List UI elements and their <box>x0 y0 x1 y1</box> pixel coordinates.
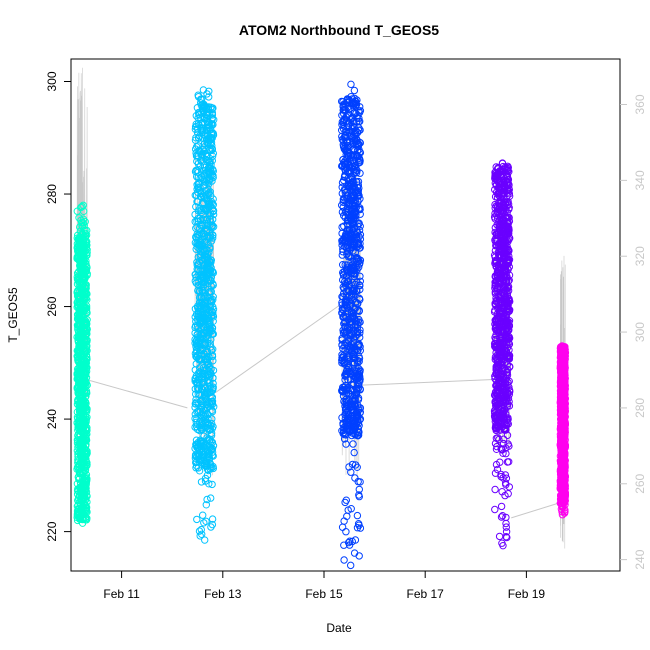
x-tick-label: Feb 19 <box>508 587 546 601</box>
data-point <box>78 222 87 231</box>
data-point <box>74 396 82 404</box>
data-point <box>74 364 83 373</box>
data-point <box>75 385 84 394</box>
data-point <box>74 356 82 365</box>
y-axis-label: T_GEOS5 <box>6 287 20 343</box>
secondary-connector-line <box>511 502 560 519</box>
y2-tick-label: 320 <box>633 246 647 266</box>
data-point <box>81 275 89 283</box>
x-tick-label: Feb 11 <box>103 587 140 601</box>
x-tick-label: Feb 15 <box>305 587 343 601</box>
y2-tick-label: 240 <box>633 549 647 569</box>
y2-tick-label: 280 <box>633 398 647 418</box>
secondary-connector-line <box>361 378 494 386</box>
data-point <box>74 231 82 240</box>
data-point <box>76 465 84 474</box>
y2-tick-label: 260 <box>633 473 647 493</box>
data-point <box>82 437 90 445</box>
x-tick-label: Feb 13 <box>204 587 242 601</box>
plot-area <box>73 67 570 570</box>
secondary-connector-line <box>214 305 340 394</box>
data-point <box>81 369 90 378</box>
data-point <box>78 202 86 211</box>
y-tick-label: 280 <box>45 184 59 204</box>
y-tick-label: 260 <box>45 296 59 316</box>
y2-tick-label: 360 <box>633 94 647 114</box>
data-point <box>79 215 88 223</box>
series-group <box>556 342 570 519</box>
data-point <box>83 405 91 413</box>
data-point <box>76 452 85 460</box>
data-point <box>76 331 84 339</box>
series-group <box>73 201 91 527</box>
data-point <box>74 436 82 444</box>
y-tick-label: 220 <box>45 521 59 541</box>
data-point <box>82 348 90 356</box>
data-point <box>74 473 83 481</box>
y2-tick-label: 300 <box>633 322 647 342</box>
y-tick-label: 240 <box>45 409 59 429</box>
x-tick-label: Feb 17 <box>407 587 445 601</box>
y-tick-label: 300 <box>45 71 59 91</box>
data-point <box>77 488 86 497</box>
data-point <box>82 434 90 442</box>
chart-title: ATOM2 Northbound T_GEOS5 <box>239 22 439 38</box>
data-point <box>83 246 91 254</box>
y2-tick-label: 340 <box>633 170 647 190</box>
secondary-connector-line <box>86 378 188 409</box>
x-axis-label: Date <box>326 621 352 635</box>
